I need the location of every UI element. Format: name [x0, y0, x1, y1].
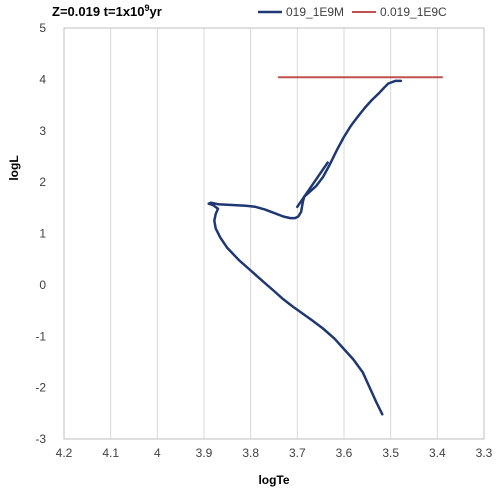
legend: 019_1E9M 0.019_1E9C	[258, 5, 447, 19]
y-tick-label: 4	[39, 72, 46, 86]
series-line-019-1e9m-branch	[296, 161, 329, 209]
series-layer	[207, 76, 443, 416]
y-axis-title: logL	[7, 155, 21, 180]
x-tick-label: 4.2	[56, 446, 73, 460]
x-tick-label: 3.9	[196, 446, 213, 460]
x-tick-label: 3.4	[429, 446, 446, 460]
legend-label-0-019-1e9c: 0.019_1E9C	[380, 5, 447, 19]
y-tick-label: 0	[39, 278, 46, 292]
y-tick-label: 5	[39, 21, 46, 35]
x-tick-label: 3.7	[289, 446, 306, 460]
series-line-019-1e9m	[207, 79, 403, 416]
y-tick-label: -2	[35, 381, 46, 395]
y-tick-label: -3	[35, 432, 46, 446]
x-tick-label: 3.3	[476, 446, 493, 460]
x-tick-label: 4	[154, 446, 161, 460]
chart-title: Z=0.019 t=1x109yr	[52, 3, 162, 19]
tick-layer: 4.2 4.1 4 3.9 3.8 3.7 3.6 3.5 3.4 3.3 -3 -2 -1 0 1 2 3 4 5	[35, 21, 492, 460]
x-axis-title: logTe	[258, 473, 289, 487]
y-tick-label: 2	[39, 175, 46, 189]
y-tick-label: -1	[35, 329, 46, 343]
x-tick-label: 4.1	[102, 446, 119, 460]
x-tick-label: 3.8	[242, 446, 259, 460]
y-tick-label: 3	[39, 124, 46, 138]
plot-frame	[63, 27, 485, 440]
legend-label-019-1e9m: 019_1E9M	[286, 5, 344, 19]
y-tick-label: 1	[39, 227, 46, 241]
grid-layer	[110, 28, 438, 439]
x-tick-label: 3.5	[382, 446, 399, 460]
x-tick-label: 3.6	[336, 446, 353, 460]
